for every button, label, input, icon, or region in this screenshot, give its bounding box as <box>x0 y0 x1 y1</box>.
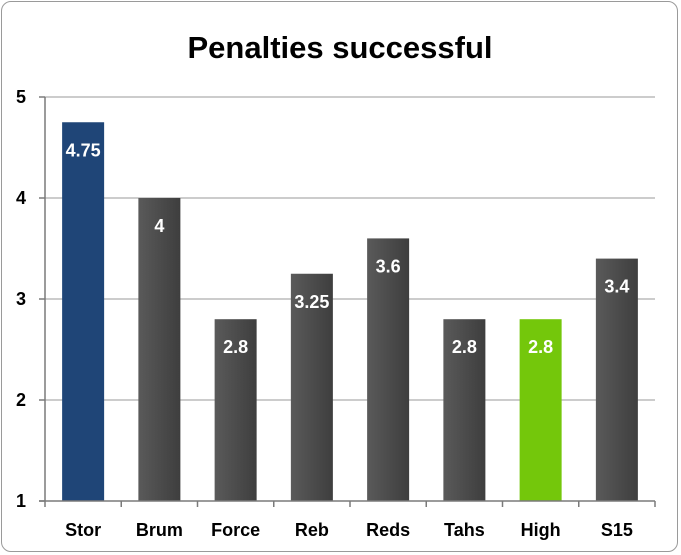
bar-reds <box>367 238 410 501</box>
bar-stor <box>62 122 105 501</box>
y-tick-label: 2 <box>16 390 26 410</box>
y-tick-label: 3 <box>16 289 26 309</box>
grid-lines <box>45 96 655 401</box>
bar-s15 <box>595 258 638 501</box>
bar-reb <box>290 273 333 501</box>
bar-force <box>214 319 257 501</box>
data-label-brum: 4 <box>154 216 164 236</box>
data-label-high: 2.8 <box>528 337 553 357</box>
axes <box>39 96 656 507</box>
x-tick-label-stor: Stor <box>65 520 101 540</box>
y-tick-label: 1 <box>16 491 26 511</box>
y-tick-label: 4 <box>16 188 26 208</box>
bar-tahs <box>443 319 486 501</box>
y-tick-label: 5 <box>16 87 26 107</box>
x-tick-label-reds: Reds <box>366 520 410 540</box>
x-tick-label-reb: Reb <box>295 520 329 540</box>
x-tick-label-high: High <box>521 520 561 540</box>
data-label-force: 2.8 <box>223 337 248 357</box>
chart-title: Penalties successful <box>188 30 493 65</box>
x-tick-labels: Stor Brum Force Reb Reds Tahs High S15 <box>65 520 633 540</box>
y-tick-labels: 1 2 3 4 5 <box>16 87 26 511</box>
data-label-s15: 3.4 <box>604 277 629 297</box>
bar-brum <box>138 198 181 501</box>
x-tick-label-brum: Brum <box>136 520 183 540</box>
bars: 4.75 4 2.8 3.25 3.6 2.8 2.8 3.4 <box>62 122 638 501</box>
data-label-reds: 3.6 <box>376 256 401 276</box>
x-tick-label-tahs: Tahs <box>444 520 485 540</box>
data-label-stor: 4.75 <box>66 140 101 160</box>
bar-high <box>519 319 562 501</box>
x-tick-label-force: Force <box>211 520 260 540</box>
data-label-tahs: 2.8 <box>452 337 477 357</box>
data-label-reb: 3.25 <box>294 292 329 312</box>
x-tick-label-s15: S15 <box>601 520 633 540</box>
